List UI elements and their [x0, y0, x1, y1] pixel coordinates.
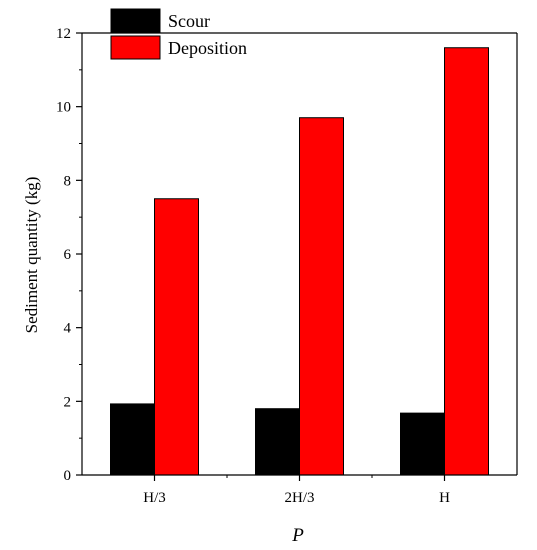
x-tick-label: H/3 — [143, 490, 166, 506]
y-tick-label: 0 — [64, 468, 72, 484]
legend-label-scour: Scour — [168, 11, 210, 31]
x-tick-label: 2H/3 — [285, 490, 315, 506]
y-tick-label: 2 — [64, 394, 72, 410]
y-tick-label: 10 — [56, 100, 71, 116]
bar-deposition-1 — [299, 117, 344, 476]
legend: Scour Deposition — [110, 8, 247, 60]
bar-deposition-2 — [444, 47, 489, 476]
ticks-group: 0 2 4 6 8 10 12 H/3 2H/3 H — [56, 26, 450, 506]
x-axis-title: P — [291, 525, 304, 546]
bar-deposition-0 — [154, 198, 199, 476]
legend-swatch-scour — [110, 8, 161, 33]
x-tick-label: H — [439, 490, 450, 506]
y-tick-label: 8 — [64, 173, 72, 189]
y-tick-label: 6 — [64, 247, 72, 263]
bars-group — [110, 47, 489, 476]
y-axis-title: Sediment quantity (kg) — [22, 177, 41, 334]
y-tick-label: 4 — [64, 321, 72, 337]
legend-swatch-deposition — [110, 35, 161, 60]
y-tick-label: 12 — [56, 26, 71, 42]
legend-label-deposition: Deposition — [168, 38, 247, 58]
bar-scour-2 — [400, 412, 445, 476]
bar-scour-1 — [255, 408, 300, 476]
bar-scour-0 — [110, 403, 155, 476]
